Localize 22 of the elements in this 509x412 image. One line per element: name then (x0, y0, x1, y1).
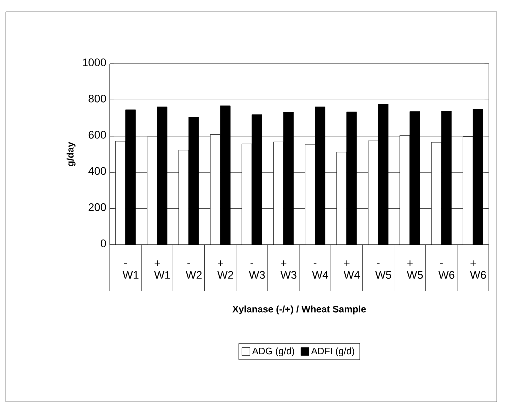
x-tick-label: + W2 (218, 260, 234, 279)
x-tick-label: - W6 (438, 264, 455, 280)
y-tick-label: 600 (88, 131, 106, 139)
x-tick-label: - W4 (312, 264, 328, 279)
x-tick-label: - W5 (376, 264, 392, 280)
x-tick-label: - W3 (249, 264, 266, 280)
legend-label: ADG (g/d) (252, 348, 294, 356)
x-tick-label: + W1 (154, 260, 170, 279)
y-tick-label: 200 (88, 204, 106, 212)
x-tick-label: + W3 (280, 260, 297, 280)
x-tick-label: - W2 (186, 264, 202, 279)
x-tick-label: + W6 (470, 260, 486, 280)
x-axis-title: Xylanase (-/+) / Wheat Sample (232, 306, 366, 315)
y-tick-label: 800 (88, 94, 106, 103)
y-tick-label: 400 (88, 167, 106, 176)
y-axis-title: g/day (66, 142, 76, 166)
x-tick-label: - W1 (122, 264, 139, 279)
legend-label: ADFI (g/d) (311, 348, 354, 356)
y-tick-label: 0 (100, 240, 106, 248)
y-tick-label: 1000 (83, 58, 106, 66)
x-tick-label: + W5 (407, 260, 424, 280)
x-tick-label: + W4 (344, 260, 360, 279)
